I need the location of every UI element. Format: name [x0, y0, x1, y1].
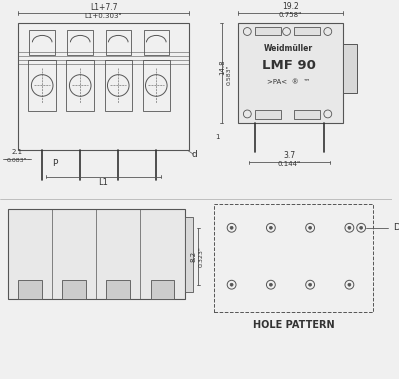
Text: 1: 1 [215, 133, 220, 139]
Bar [255, 27, 280, 35]
Bar [184, 217, 194, 291]
Text: D: D [393, 223, 399, 232]
Text: 14.8: 14.8 [219, 59, 225, 75]
Circle shape [230, 226, 233, 229]
Bar [18, 23, 190, 150]
Text: 2.1: 2.1 [12, 149, 23, 155]
Circle shape [348, 283, 351, 286]
Circle shape [309, 283, 312, 286]
Bar [255, 110, 280, 119]
Bar [107, 280, 130, 299]
Text: 0.758": 0.758" [279, 12, 302, 18]
Bar [28, 60, 56, 111]
Text: 19.2: 19.2 [282, 3, 299, 11]
Text: HOLE PATTERN: HOLE PATTERN [253, 320, 334, 330]
Bar [237, 23, 344, 123]
Text: d: d [192, 150, 197, 159]
Bar [344, 44, 357, 93]
Text: 0.144": 0.144" [278, 161, 301, 167]
Bar [144, 30, 169, 55]
Circle shape [269, 226, 273, 229]
Text: 3.7: 3.7 [283, 151, 296, 160]
Bar [8, 209, 184, 299]
Bar [294, 27, 320, 35]
Text: 0.323": 0.323" [199, 246, 203, 267]
Text: >PA<  ®  ™: >PA< ® ™ [267, 78, 310, 85]
Bar [294, 110, 320, 119]
Bar [67, 60, 94, 111]
Text: 0.083": 0.083" [7, 158, 28, 163]
Circle shape [348, 226, 351, 229]
Circle shape [359, 226, 363, 229]
Circle shape [230, 283, 233, 286]
Text: P: P [51, 160, 57, 169]
Circle shape [269, 283, 273, 286]
Bar [62, 280, 86, 299]
Text: L1+7.7: L1+7.7 [90, 3, 117, 13]
Text: 0.583": 0.583" [226, 64, 231, 85]
Bar [18, 280, 42, 299]
Text: LMF 90: LMF 90 [262, 60, 316, 72]
Circle shape [309, 226, 312, 229]
Bar [105, 30, 131, 55]
Text: L1: L1 [99, 178, 109, 187]
Bar [105, 60, 132, 111]
Bar [142, 60, 170, 111]
Text: L1+0.303": L1+0.303" [85, 13, 122, 19]
Bar [67, 30, 93, 55]
Bar [214, 204, 373, 312]
Text: Weidmüller: Weidmüller [264, 44, 313, 53]
Text: 8.2: 8.2 [190, 251, 196, 262]
Bar [30, 30, 55, 55]
Bar [151, 280, 174, 299]
